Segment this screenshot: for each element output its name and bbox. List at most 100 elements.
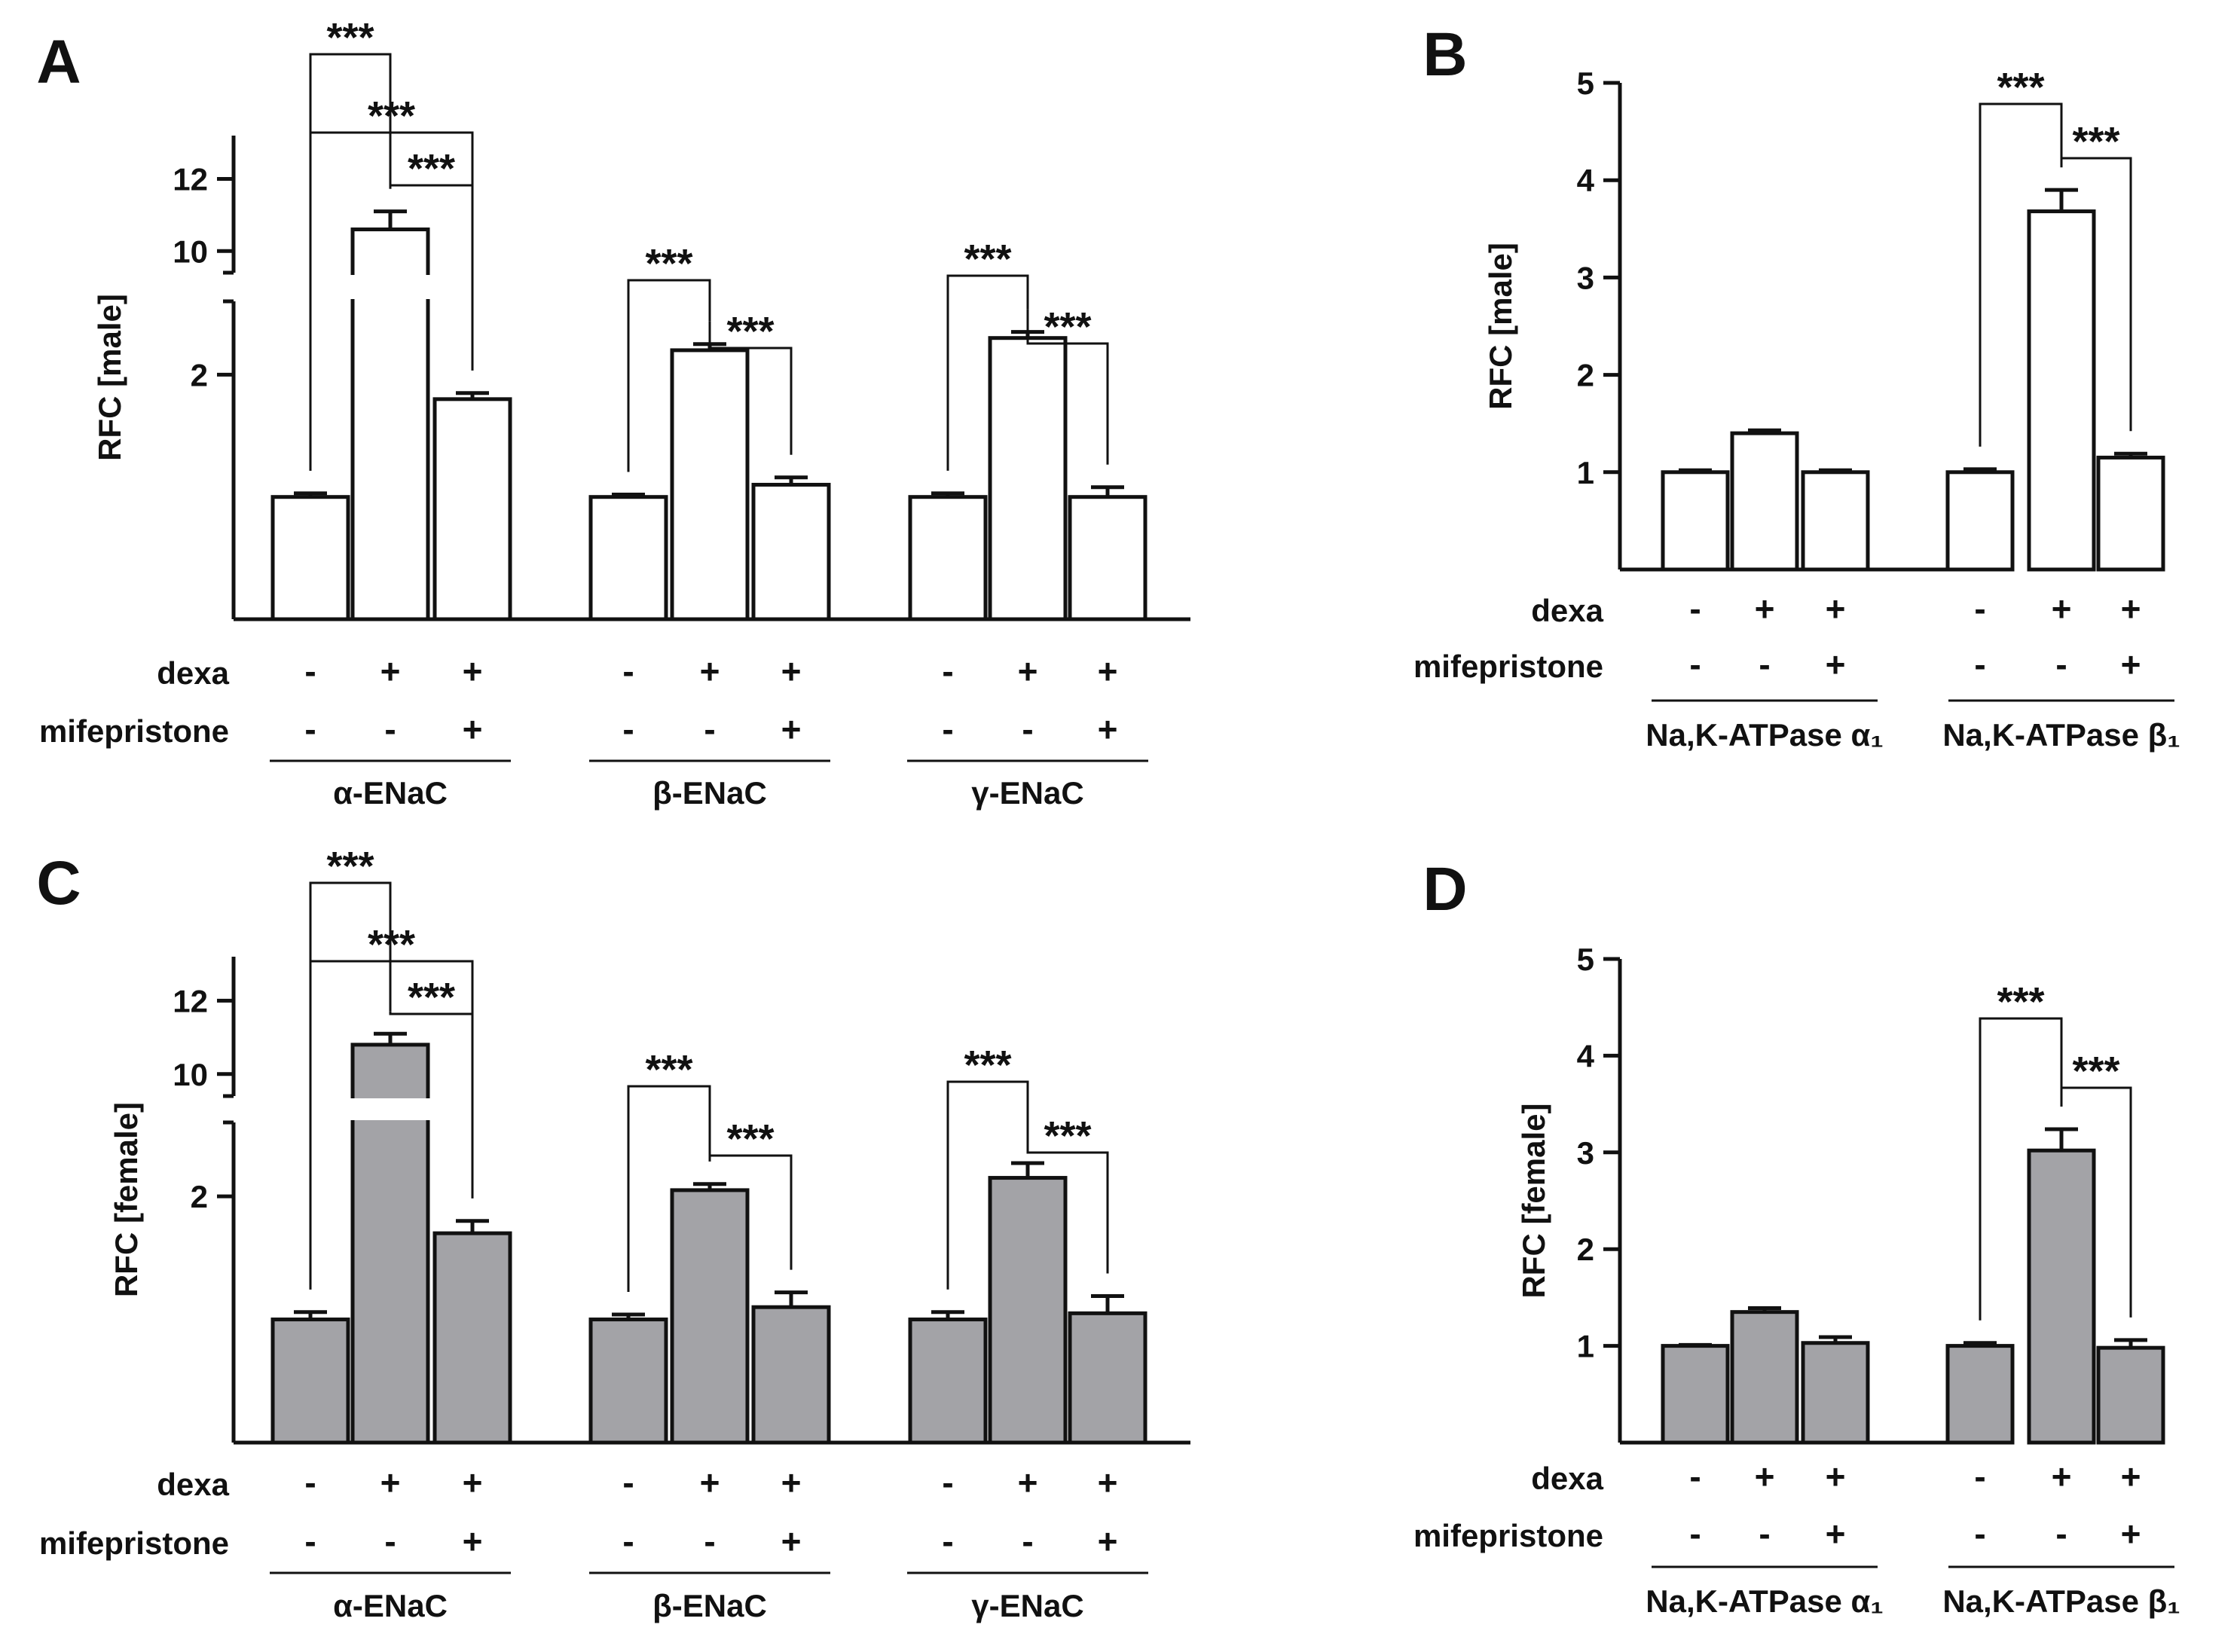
bar <box>908 495 988 621</box>
group-label: Na,K-ATPase α₁ <box>1646 717 1884 753</box>
dexa-sign: + <box>1018 1463 1038 1502</box>
dexa-sign: + <box>380 1463 401 1502</box>
mifepristone-sign: - <box>942 710 953 749</box>
mifepristone-sign: - <box>1689 1514 1701 1553</box>
mifepristone-sign: - <box>304 710 316 749</box>
bar <box>1801 1341 1870 1445</box>
bar <box>432 397 512 621</box>
mifepristone-sign: + <box>2121 1514 2141 1553</box>
significance-stars: *** <box>645 241 692 286</box>
y-tick-label: 5 <box>1577 66 1594 101</box>
dexa-sign: + <box>2121 1457 2141 1496</box>
significance-stars: *** <box>368 93 415 139</box>
bar <box>1801 470 1870 572</box>
mifepristone-sign: - <box>384 1522 396 1561</box>
bar <box>2027 1148 2096 1445</box>
dexa-sign: + <box>1098 1463 1118 1502</box>
dexa-sign: - <box>622 652 634 691</box>
mifepristone-sign: - <box>704 1522 715 1561</box>
mifepristone-sign: - <box>2055 645 2067 684</box>
bar <box>1661 470 1730 572</box>
mifepristone-sign: + <box>1826 645 1846 684</box>
dexa-sign: - <box>622 1463 634 1502</box>
bar <box>908 1318 988 1445</box>
y-tick-label: 4 <box>1577 1038 1595 1073</box>
dexa-sign: + <box>2052 589 2072 628</box>
dexa-sign: + <box>463 652 483 691</box>
significance-bracket <box>2060 157 2132 432</box>
significance-bracket <box>708 321 793 455</box>
dexa-sign: + <box>781 1463 802 1502</box>
bar <box>1945 1344 2015 1445</box>
bar <box>432 1231 512 1445</box>
bar <box>2096 1345 2165 1445</box>
mifepristone-sign: + <box>781 1522 802 1561</box>
bar-break-gap <box>350 275 431 299</box>
mifepristone-sign: - <box>2055 1514 2067 1553</box>
bar <box>670 1188 750 1445</box>
bar-break-gap <box>350 1098 431 1120</box>
y-tick-label: 2 <box>191 1179 208 1214</box>
mifepristone-sign: - <box>1022 1522 1033 1561</box>
mifepristone-sign: - <box>1759 1514 1770 1553</box>
bar <box>1068 1311 1148 1445</box>
significance-stars: *** <box>726 309 774 354</box>
significance-bracket <box>1026 309 1109 465</box>
bar <box>588 1318 668 1445</box>
bar <box>1730 1310 1799 1445</box>
bar <box>588 495 668 621</box>
panel-label: C <box>36 849 81 918</box>
significance-stars: *** <box>964 237 1011 282</box>
dexa-sign: - <box>1689 1457 1701 1496</box>
dexa-sign: + <box>1826 589 1846 628</box>
y-tick-label: 10 <box>173 1057 208 1092</box>
y-tick-label: 2 <box>1577 1232 1594 1267</box>
significance-stars: *** <box>408 146 455 191</box>
y-axis-label: RFC [male] <box>92 294 127 461</box>
mifepristone-sign: - <box>1759 645 1770 684</box>
dexa-sign: - <box>942 652 953 691</box>
y-axis-label: RFC [female] <box>108 1102 144 1297</box>
significance-stars: *** <box>326 15 374 60</box>
dexa-sign: + <box>2121 589 2141 628</box>
dexa-sign: + <box>463 1463 483 1502</box>
bar <box>751 1305 831 1445</box>
mifepristone-label: mifepristone <box>1413 649 1603 684</box>
bar <box>1730 431 1799 572</box>
mifepristone-label: mifepristone <box>39 1525 229 1561</box>
significance-bracket <box>1026 1140 1109 1274</box>
significance-stars: *** <box>1997 65 2044 110</box>
group-label: β-ENaC <box>652 775 767 811</box>
significance-stars: *** <box>1044 304 1091 350</box>
y-tick-label: 1 <box>1577 1329 1594 1364</box>
dexa-sign: - <box>942 1463 953 1502</box>
mifepristone-sign: + <box>781 710 802 749</box>
bar <box>1068 495 1148 621</box>
mifepristone-sign: - <box>942 1522 953 1561</box>
panel-d: D 1 2 3 4 5 RFC [female] - - + - + + Na,K-ATPase α₁ - -… <box>1413 855 2180 1619</box>
significance-stars: *** <box>964 1043 1011 1088</box>
y-tick-label: 5 <box>1577 942 1594 977</box>
mifepristone-sign: - <box>1974 1514 1985 1553</box>
mifepristone-sign: + <box>1826 1514 1846 1553</box>
bar <box>751 482 831 621</box>
group-label: α-ENaC <box>333 775 448 811</box>
significance-bracket <box>627 1085 711 1292</box>
group-label: α-ENaC <box>333 1588 448 1623</box>
panel-label: B <box>1423 20 1467 89</box>
mifepristone-sign: + <box>1098 1522 1118 1561</box>
group-label: γ-ENaC <box>971 775 1083 811</box>
dexa-sign: - <box>1974 1457 1985 1496</box>
bar <box>988 1176 1068 1445</box>
significance-bracket <box>1979 1017 2063 1321</box>
significance-stars: *** <box>726 1116 774 1162</box>
significance-bracket <box>946 1080 1029 1290</box>
mifepristone-sign: + <box>463 1522 483 1561</box>
dexa-sign: + <box>1755 589 1775 628</box>
bar <box>2096 455 2165 572</box>
dexa-sign: + <box>1018 652 1038 691</box>
dexa-label: dexa <box>1531 593 1603 628</box>
significance-bracket <box>389 1011 474 1199</box>
